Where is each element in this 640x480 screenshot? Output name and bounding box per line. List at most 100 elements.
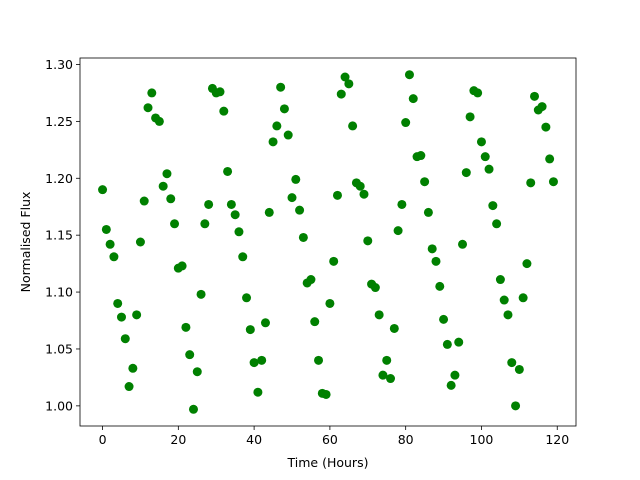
point [287, 193, 297, 203]
point [226, 199, 236, 209]
x-tick-label: 40 [246, 432, 262, 447]
point [465, 112, 475, 122]
point [264, 207, 274, 217]
y-tick-label: 1.20 [45, 171, 73, 186]
point [499, 295, 509, 305]
point [378, 370, 388, 380]
point [298, 232, 308, 242]
point [188, 404, 198, 414]
point [132, 310, 142, 320]
point [389, 323, 399, 333]
point [450, 370, 460, 380]
point [276, 82, 286, 92]
point [113, 298, 123, 308]
y-tick-label: 1.30 [45, 57, 73, 72]
point [325, 298, 335, 308]
point [442, 339, 452, 349]
point [158, 181, 168, 191]
point [279, 104, 289, 114]
point [404, 70, 414, 80]
point [545, 154, 555, 164]
point [408, 94, 418, 104]
point [215, 87, 225, 97]
point [507, 358, 517, 368]
point [492, 219, 502, 229]
point [147, 88, 157, 98]
point [473, 88, 483, 98]
point [431, 256, 441, 266]
point [124, 382, 134, 392]
point [518, 293, 528, 303]
point [511, 401, 521, 411]
point [204, 199, 214, 209]
point [503, 310, 513, 320]
point [332, 190, 342, 200]
point [143, 103, 153, 113]
point [196, 289, 206, 299]
point [548, 177, 558, 187]
point [348, 121, 358, 131]
point [458, 239, 468, 249]
point [257, 355, 267, 365]
point [382, 355, 392, 365]
point [310, 317, 320, 327]
point [234, 227, 244, 237]
point [461, 168, 471, 178]
point [116, 312, 126, 322]
y-tick-label: 1.15 [45, 228, 73, 243]
point [260, 318, 270, 328]
point [476, 137, 486, 147]
point [401, 118, 411, 128]
point [245, 325, 255, 335]
x-tick-label: 120 [545, 432, 569, 447]
point [522, 259, 532, 269]
point [181, 322, 191, 332]
point [386, 374, 396, 384]
point [423, 207, 433, 217]
point [120, 334, 130, 344]
point [162, 169, 172, 179]
plot-frame [79, 57, 577, 427]
y-tick-label: 1.05 [45, 341, 73, 356]
point [219, 106, 229, 116]
point [488, 201, 498, 211]
point [526, 178, 536, 188]
point [340, 72, 350, 82]
point [439, 314, 449, 324]
point [397, 199, 407, 209]
point [495, 275, 505, 285]
point [530, 91, 540, 101]
x-axis-label: Time (Hours) [287, 455, 369, 470]
point [223, 166, 233, 176]
point [238, 252, 248, 262]
point [166, 194, 176, 204]
y-tick-label: 1.00 [45, 398, 73, 413]
point [537, 102, 547, 112]
point [283, 130, 293, 140]
y-tick-label: 1.25 [45, 114, 73, 129]
point [374, 310, 384, 320]
point [541, 122, 551, 132]
point [355, 181, 365, 191]
point [480, 152, 490, 162]
x-tick-label: 20 [170, 432, 186, 447]
point [336, 89, 346, 99]
point [230, 210, 240, 220]
point [98, 185, 108, 195]
point [329, 256, 339, 266]
point [249, 358, 259, 368]
point [427, 244, 437, 254]
point [295, 205, 305, 215]
point [514, 364, 524, 374]
point [268, 137, 278, 147]
point [128, 363, 138, 373]
point [139, 196, 149, 206]
point [446, 380, 456, 390]
point [393, 226, 403, 236]
point [177, 261, 187, 271]
point [170, 219, 180, 229]
point [135, 237, 145, 247]
point [321, 389, 331, 399]
point [154, 116, 164, 126]
point [344, 79, 354, 89]
